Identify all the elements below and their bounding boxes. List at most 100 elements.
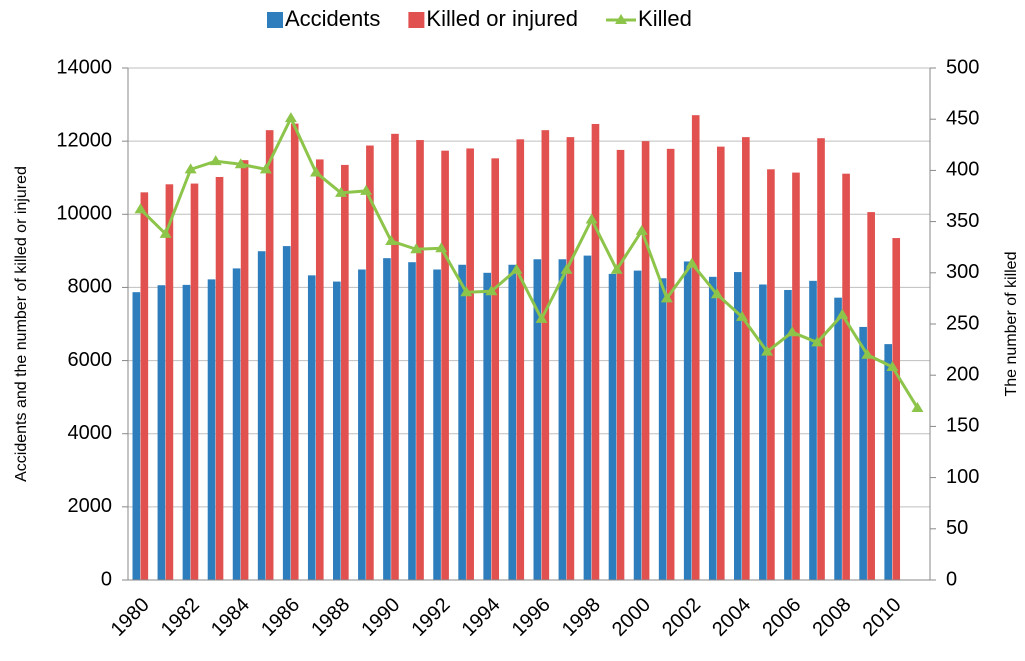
bar xyxy=(658,278,667,580)
bar xyxy=(441,150,449,580)
marker xyxy=(485,285,498,296)
bar xyxy=(859,326,867,580)
legend-label: Accidents xyxy=(285,6,380,31)
legend-swatch xyxy=(408,12,425,28)
x-tick-label: 1994 xyxy=(458,594,505,641)
marker xyxy=(360,184,373,195)
legend-swatch xyxy=(615,14,628,24)
marker xyxy=(410,243,423,254)
bar xyxy=(691,115,700,581)
marker xyxy=(385,235,398,246)
bar xyxy=(591,123,600,580)
marker xyxy=(585,213,598,224)
bar xyxy=(834,297,842,580)
bar xyxy=(541,130,550,580)
bar xyxy=(716,146,725,580)
bar xyxy=(207,279,216,580)
bar xyxy=(315,159,324,580)
bar xyxy=(892,238,901,581)
marker xyxy=(861,348,874,359)
bar xyxy=(767,169,775,580)
x-tick-label: 1984 xyxy=(207,594,254,641)
x-tick-label: 1980 xyxy=(107,594,154,641)
marker xyxy=(259,163,272,174)
legend-label: Killed or injured xyxy=(426,6,578,31)
y2-tick-label: 50 xyxy=(946,517,968,539)
marker xyxy=(335,186,348,197)
bar xyxy=(817,138,825,580)
bar xyxy=(333,281,341,580)
x-tick-label: 2006 xyxy=(758,594,805,641)
bar xyxy=(132,292,141,580)
bar xyxy=(533,259,542,580)
bar xyxy=(483,272,492,580)
x-tick-label: 1988 xyxy=(307,594,354,641)
bar xyxy=(491,158,500,580)
x-tick-label: 1998 xyxy=(558,594,605,641)
y2-tick-label: 350 xyxy=(946,210,979,232)
bar xyxy=(157,285,166,580)
bar xyxy=(867,212,875,580)
marker xyxy=(610,263,623,274)
marker xyxy=(685,257,698,268)
bar xyxy=(616,149,625,581)
marker xyxy=(911,401,924,412)
y-axis-title: Accidents and the number of killed or in… xyxy=(13,166,30,482)
marker xyxy=(284,112,297,123)
bar xyxy=(784,289,792,580)
y2-tick-label: 400 xyxy=(946,159,979,181)
marker xyxy=(510,263,523,274)
marker xyxy=(234,158,247,169)
y-tick-label: 12000 xyxy=(56,129,112,151)
bar xyxy=(282,246,291,581)
x-tick-label: 1982 xyxy=(157,594,204,641)
x-tick-label: 1986 xyxy=(257,594,304,641)
y-tick-label: 4000 xyxy=(68,422,113,444)
bar xyxy=(466,148,474,580)
marker xyxy=(460,286,473,297)
bar xyxy=(558,259,567,580)
bar xyxy=(608,273,617,580)
bar xyxy=(366,145,374,580)
bar xyxy=(165,184,174,580)
marker xyxy=(710,288,723,299)
bar xyxy=(232,268,241,580)
bar xyxy=(383,258,391,580)
marker xyxy=(786,326,799,337)
bar xyxy=(742,137,750,580)
x-tick-label: 1990 xyxy=(357,594,404,641)
bar xyxy=(842,173,850,581)
marker xyxy=(660,292,673,303)
x-tick-label: 2010 xyxy=(859,594,906,641)
y-tick-label: 10000 xyxy=(56,203,112,225)
bar xyxy=(433,269,441,580)
y-tick-label: 14000 xyxy=(56,56,112,78)
x-tick-label: 2004 xyxy=(708,594,755,641)
legend-swatch xyxy=(267,12,283,28)
bar xyxy=(190,183,199,580)
y2-tick-label: 150 xyxy=(946,415,979,437)
marker xyxy=(886,361,899,372)
bar xyxy=(641,141,650,580)
bar xyxy=(734,272,742,580)
marker xyxy=(811,336,824,347)
legend-label: Killed xyxy=(638,6,692,31)
bar xyxy=(265,130,274,580)
bar xyxy=(884,344,893,580)
bar xyxy=(182,284,191,580)
y2-axis-title: The number of killed xyxy=(1003,252,1020,397)
y2-tick-label: 0 xyxy=(946,568,957,590)
y-tick-label: 0 xyxy=(101,568,112,590)
y2-tick-label: 250 xyxy=(946,312,979,334)
marker xyxy=(134,203,147,214)
bar xyxy=(566,137,575,580)
bar xyxy=(341,164,349,580)
y2-tick-label: 100 xyxy=(946,466,979,488)
marker xyxy=(184,163,197,174)
bar xyxy=(307,275,316,580)
marker xyxy=(836,308,849,319)
marker xyxy=(159,227,172,238)
bar xyxy=(508,264,517,580)
bar xyxy=(708,276,717,580)
